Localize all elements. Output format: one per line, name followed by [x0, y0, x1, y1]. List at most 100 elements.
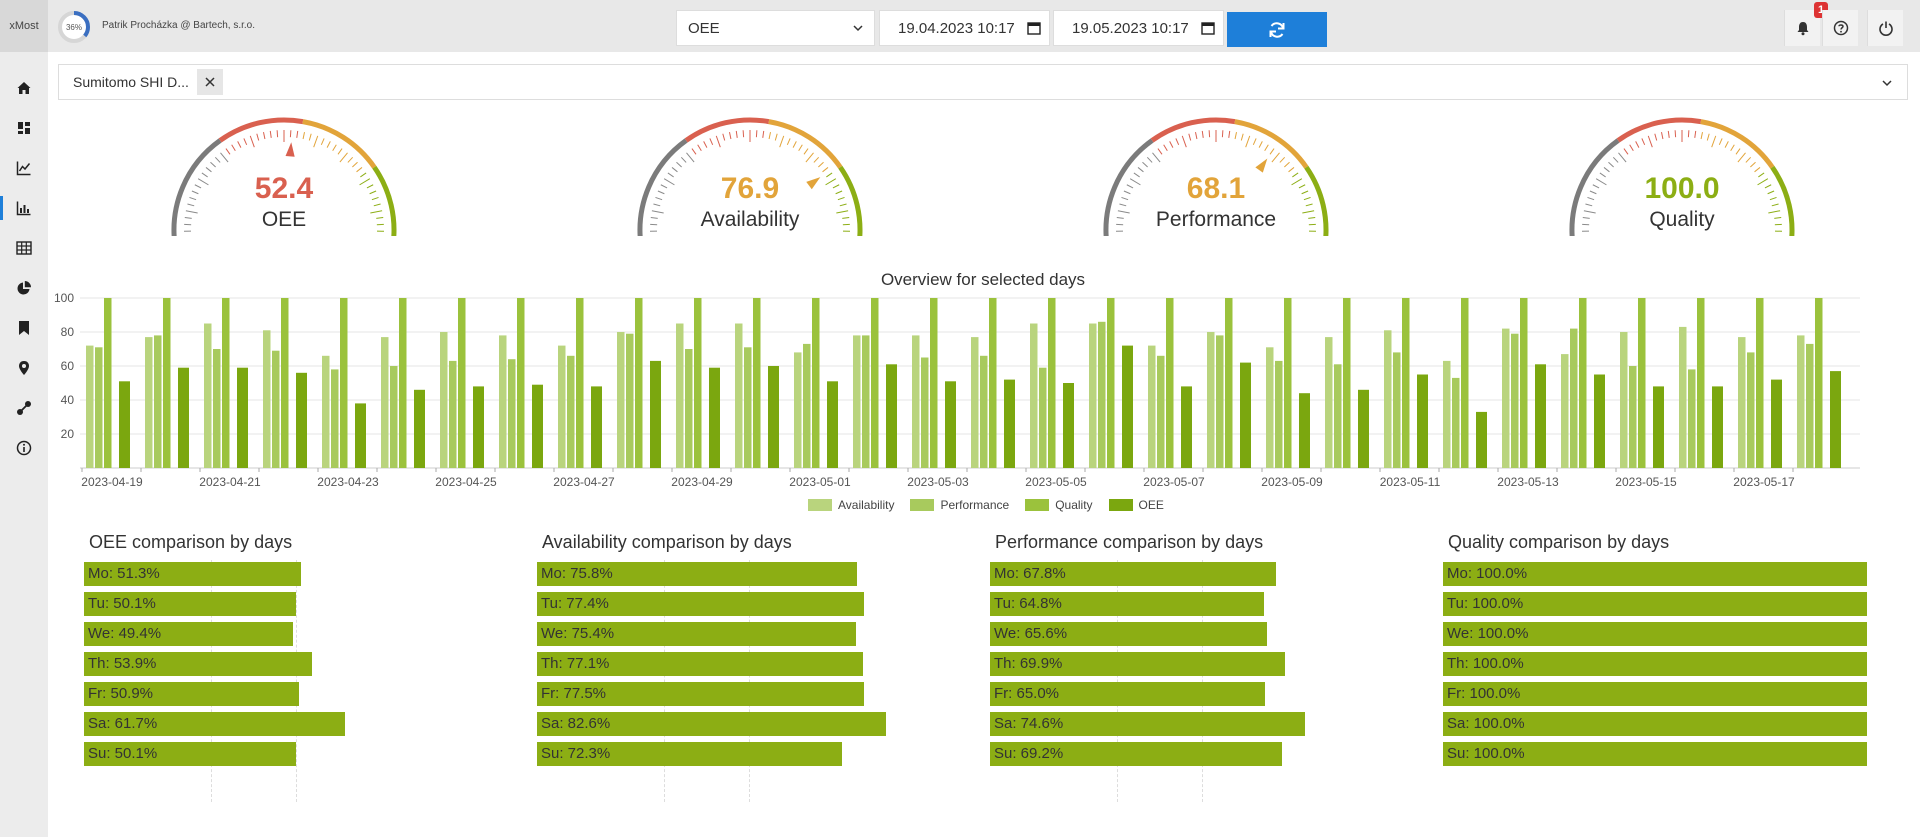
sidebar-item-line-chart[interactable] [0, 152, 48, 184]
comparison-bar[interactable]: Tu: 64.8% [990, 592, 1264, 616]
gauge-tick [1735, 148, 1741, 155]
bar-oee [178, 367, 189, 468]
comparison-bar[interactable]: Mo: 100.0% [1443, 562, 1867, 586]
x-tick-label: 2023-04-19 [81, 475, 143, 488]
gauge-tick [1152, 152, 1161, 163]
bar-availability [1561, 354, 1569, 468]
gauge-tick [792, 141, 797, 148]
comparison-bar[interactable]: Th: 53.9% [84, 652, 312, 676]
bar-performance [95, 347, 103, 468]
gauge-tick [822, 167, 829, 173]
gauge-pointer [806, 177, 821, 190]
comparison-bar[interactable]: Mo: 67.8% [990, 562, 1277, 586]
comparison-bar[interactable]: Tu: 77.4% [537, 592, 864, 616]
chevron-down-icon[interactable] [1881, 77, 1893, 89]
calendar-icon[interactable] [1201, 21, 1215, 35]
comparison-bar[interactable]: Mo: 51.3% [84, 562, 301, 586]
sidebar-item-dashboard[interactable] [0, 112, 48, 144]
sidebar-item-pie-chart[interactable] [0, 272, 48, 304]
bar-performance [1511, 333, 1519, 468]
date-from-input[interactable]: 19.04.2023 10:17 [879, 10, 1050, 46]
help-button[interactable] [1822, 10, 1858, 46]
legend-swatch [1025, 499, 1050, 511]
legend-item-oee[interactable]: OEE [1108, 497, 1164, 513]
brand-logo[interactable]: xMost [0, 0, 48, 52]
comparison-bar[interactable]: Su: 50.1% [84, 742, 296, 766]
legend-item-availability[interactable]: Availability [808, 497, 894, 513]
bar-oee [1476, 411, 1487, 468]
comparison-bar[interactable]: Fr: 50.9% [84, 682, 300, 706]
comparison-bar[interactable]: We: 75.4% [537, 622, 856, 646]
comparison-bar[interactable]: Su: 100.0% [1443, 742, 1867, 766]
bar-availability [1738, 337, 1746, 468]
gauge-tick [1635, 141, 1640, 148]
comparison-bar[interactable]: Tu: 50.1% [84, 592, 296, 616]
bar-quality [104, 298, 112, 468]
gauge-tick [798, 144, 803, 152]
gauge-label: Performance [1155, 208, 1277, 231]
comparison-bar[interactable]: Sa: 61.7% [84, 712, 345, 736]
comparison-bar[interactable]: Fr: 77.5% [537, 682, 865, 706]
sidebar-item-bookmark[interactable] [0, 312, 48, 344]
comparison-bar[interactable]: We: 65.6% [990, 622, 1268, 646]
y-tick-label: 60 [61, 359, 75, 373]
comparison-bar[interactable]: Th: 77.1% [537, 652, 863, 676]
gauge-tick [1595, 178, 1607, 186]
gauge-tick [1245, 135, 1251, 148]
sidebar-item-info[interactable] [0, 432, 48, 464]
gauge-pointer [1255, 158, 1268, 173]
sidebar-item-bar-chart[interactable] [0, 192, 48, 224]
comparison-bar[interactable]: Su: 72.3% [537, 742, 843, 766]
comparison-bar[interactable]: Fr: 65.0% [990, 682, 1265, 706]
calendar-icon[interactable] [1027, 21, 1041, 35]
gauge-pointer [285, 142, 295, 157]
legend-item-quality[interactable]: Quality [1025, 497, 1093, 513]
comparison-bar[interactable]: Th: 100.0% [1443, 652, 1867, 676]
sidebar-item-table[interactable] [0, 232, 48, 264]
date-to-input[interactable]: 19.05.2023 10:17 [1053, 10, 1224, 46]
remove-chip-button[interactable] [196, 69, 223, 95]
gauge-tick [1599, 172, 1606, 178]
comparison-bar[interactable]: Tu: 100.0% [1443, 592, 1867, 616]
progress-label: 36% [65, 22, 82, 32]
gauge-tick [1694, 130, 1697, 138]
bar-oee [1712, 386, 1723, 468]
bar-performance [626, 333, 634, 468]
comparison-bar[interactable]: Fr: 100.0% [1443, 682, 1867, 706]
bar-availability [381, 337, 389, 468]
gauge-band [1616, 117, 1702, 143]
comparison-bar[interactable]: Sa: 74.6% [990, 712, 1306, 736]
bar-availability [1679, 326, 1687, 468]
gauge-band [171, 138, 222, 236]
gauge-tick [366, 184, 374, 189]
user-name[interactable]: Patrik Procházka @ Bartech, s.r.o. [102, 20, 255, 31]
sidebar-item-location[interactable] [0, 352, 48, 384]
comparison-bar[interactable]: Su: 69.2% [990, 742, 1283, 766]
gauge-band [1150, 117, 1236, 143]
comparison-title: Performance comparison by days [995, 532, 1264, 552]
location-icon [19, 361, 29, 375]
gauge-tick [1284, 161, 1290, 168]
bar-performance [213, 349, 221, 468]
gauge-tick [680, 156, 687, 163]
legend-item-performance[interactable]: Performance [910, 497, 1009, 513]
bar-oee [1653, 386, 1664, 468]
comparison-bar[interactable]: Sa: 82.6% [537, 712, 886, 736]
comparison-bar[interactable]: Th: 69.9% [990, 652, 1286, 676]
refresh-button[interactable] [1227, 12, 1327, 47]
bar-performance [1157, 355, 1165, 468]
sidebar-item-home[interactable] [0, 72, 48, 104]
gauge-tick [249, 135, 255, 148]
gauge-tick [1305, 203, 1313, 207]
gauge-availability: 76.9 Availability [630, 112, 870, 236]
sidebar-item-connections[interactable] [0, 392, 48, 424]
device-filter[interactable]: Sumitomo SHI D... [58, 64, 1908, 100]
comparison-bar[interactable]: We: 49.4% [84, 622, 293, 646]
logout-button[interactable] [1867, 10, 1903, 46]
comparison-bar[interactable]: Sa: 100.0% [1443, 712, 1867, 736]
bar-quality [989, 298, 997, 468]
metric-select[interactable]: OEE [676, 10, 875, 46]
comparison-bar[interactable]: We: 100.0% [1443, 622, 1867, 646]
comparison-bar[interactable]: Mo: 75.8% [537, 562, 858, 586]
bar-performance [1688, 369, 1696, 468]
